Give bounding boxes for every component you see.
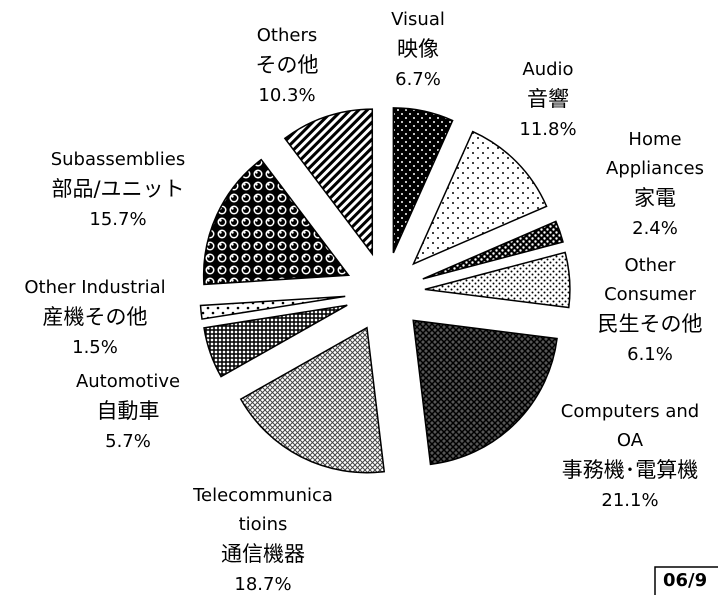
slice-label: tioins: [239, 514, 288, 535]
pie-slice: [199, 295, 346, 320]
pie-slice: [203, 304, 348, 378]
slice-label: Automotive: [76, 371, 180, 392]
value-label: 6.1%: [627, 344, 673, 365]
slice-label: Other Industrial: [24, 277, 165, 298]
value-label: 15.7%: [89, 209, 146, 230]
value-label: 10.3%: [258, 85, 315, 106]
slice-label: 事務機･電算機: [562, 458, 699, 482]
slice-label: Other: [624, 255, 676, 276]
pie-slice: [411, 130, 548, 266]
slice-label: Home: [628, 129, 681, 150]
slice-label: 産機その他: [43, 305, 148, 329]
pie-slice: [412, 319, 558, 466]
value-label: 6.7%: [395, 69, 441, 90]
pie-slice: [283, 108, 374, 257]
slice-label: Subassemblies: [51, 149, 186, 170]
slice-label: 家電: [634, 186, 676, 210]
value-label: 18.7%: [234, 574, 291, 595]
slice-label: Telecommunica: [192, 485, 333, 506]
slice-label: OA: [617, 430, 644, 451]
slice-label: Visual: [391, 9, 445, 30]
slice-label: Appliances: [606, 158, 704, 179]
pie-slice: [422, 220, 564, 280]
slice-label: 映像: [397, 37, 439, 61]
slice-label: Others: [257, 25, 318, 46]
pie-slice: [239, 326, 386, 474]
value-label: 11.8%: [519, 119, 576, 140]
footnote-box: [654, 566, 718, 595]
slice-label: Consumer: [604, 284, 696, 305]
slice-label: 部品/ユニット: [51, 177, 184, 201]
slice-label: 通信機器: [221, 542, 305, 566]
slice-label: 音響: [527, 87, 569, 111]
slice-label: Audio: [522, 59, 573, 80]
footnote: 06/9: [663, 570, 707, 591]
value-label: 21.1%: [601, 490, 658, 511]
value-label: 2.4%: [632, 218, 678, 239]
pie-slice: [424, 251, 571, 309]
slice-label: その他: [256, 53, 319, 77]
value-label: 5.7%: [105, 431, 151, 452]
pie-slice: [202, 158, 351, 286]
slice-label: 民生その他: [598, 312, 703, 336]
value-label: 1.5%: [72, 337, 118, 358]
slice-label: 自動車: [97, 399, 160, 423]
slice-label: Computers and: [561, 401, 699, 422]
pie-slice: [392, 107, 454, 254]
